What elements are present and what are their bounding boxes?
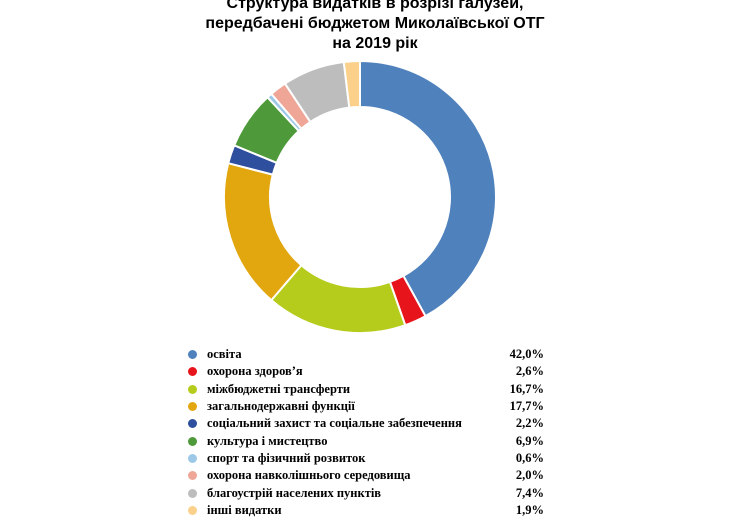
legend-marker bbox=[188, 402, 197, 412]
legend-value: 2,2% bbox=[515, 416, 544, 431]
legend-value: 17,7% bbox=[509, 399, 544, 414]
chart-legend: освіта 42,0% охорона здоров’я 2,6% міжбюджет… bbox=[188, 346, 544, 519]
legend-item: охорона здоров’я 2,6% bbox=[188, 363, 544, 380]
legend-value: 2,0% bbox=[515, 468, 544, 483]
chart-title-line-1: Структура видатків в розрізі галузей, bbox=[226, 0, 524, 12]
legend-value: 1,9% bbox=[515, 502, 544, 517]
legend-marker bbox=[188, 350, 197, 360]
legend-value: 6,9% bbox=[515, 433, 544, 448]
donut-chart bbox=[223, 60, 497, 334]
legend-label: освіта bbox=[207, 347, 242, 362]
legend-item: культура і мистецтво 6,9% bbox=[188, 432, 544, 449]
legend-item: спорт та фізичний розвиток 0,6% bbox=[188, 450, 544, 467]
legend-label: благоустрій населених пунктів bbox=[207, 485, 382, 500]
legend-value: 7,4% bbox=[515, 485, 544, 500]
legend-label: загальнодержавні функції bbox=[207, 399, 355, 414]
legend-item: освіта 42,0% bbox=[188, 346, 544, 363]
legend-item: соціальний захист та соціальне забезпече… bbox=[188, 415, 544, 432]
chart-title-line-3: на 2019 рік bbox=[332, 35, 418, 52]
legend-label: охорона здоров’я bbox=[207, 364, 303, 379]
legend-marker bbox=[188, 419, 197, 429]
legend-item: міжбюджетні трансферти 16,7% bbox=[188, 381, 544, 398]
legend-value: 0,6% bbox=[515, 450, 544, 465]
legend-marker bbox=[188, 488, 197, 498]
legend-marker bbox=[188, 505, 197, 515]
legend-marker bbox=[188, 384, 197, 394]
legend-value: 42,0% bbox=[509, 347, 544, 362]
chart-title: Структура видатків в розрізі галузей, пе… bbox=[0, 0, 750, 54]
legend-label: культура і мистецтво bbox=[207, 433, 328, 448]
legend-item: охорона навколішнього середовища 2,0% bbox=[188, 467, 544, 484]
legend-value: 16,7% bbox=[509, 381, 544, 396]
legend-label: інші видатки bbox=[207, 502, 282, 517]
legend-marker bbox=[188, 436, 197, 446]
legend-value: 2,6% bbox=[515, 364, 544, 379]
legend-item: загальнодержавні функції 17,7% bbox=[188, 398, 544, 415]
chart-title-line-2: передбачені бюджетом Миколаївської ОТГ bbox=[205, 15, 545, 32]
legend-item: інші видатки 1,9% bbox=[188, 502, 544, 519]
legend-label: соціальний захист та соціальне забезпече… bbox=[207, 416, 462, 431]
legend-marker bbox=[188, 453, 197, 463]
legend-marker bbox=[188, 471, 197, 481]
legend-item: благоустрій населених пунктів 7,4% bbox=[188, 484, 544, 501]
donut-slice-9 bbox=[342, 60, 361, 109]
donut-slice-3 bbox=[223, 161, 303, 302]
legend-label: охорона навколішнього середовища bbox=[207, 468, 411, 483]
legend-label: спорт та фізичний розвиток bbox=[207, 450, 366, 465]
donut-slice-0 bbox=[359, 60, 497, 318]
legend-label: міжбюджетні трансферти bbox=[207, 381, 351, 396]
legend-marker bbox=[188, 367, 197, 377]
